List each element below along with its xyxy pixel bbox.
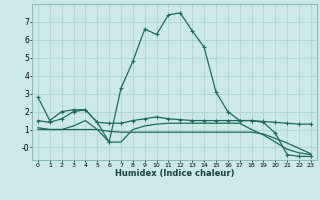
X-axis label: Humidex (Indice chaleur): Humidex (Indice chaleur): [115, 169, 234, 178]
